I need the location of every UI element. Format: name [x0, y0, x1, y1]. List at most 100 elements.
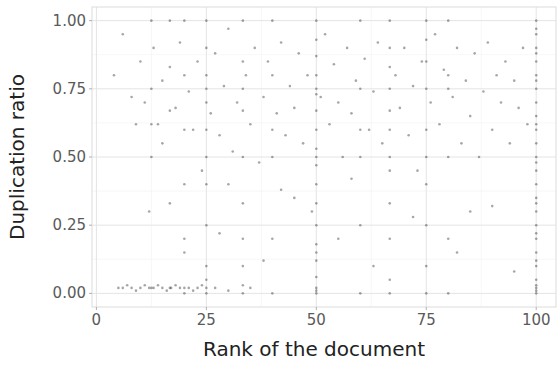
point: [192, 128, 195, 131]
tick-mark: [89, 225, 92, 226]
point: [183, 251, 186, 254]
tick-mark: [426, 307, 427, 310]
minor-grid-line: [92, 54, 556, 55]
point: [214, 287, 217, 290]
point: [205, 278, 208, 281]
point: [425, 60, 428, 63]
point: [388, 292, 391, 295]
point: [242, 60, 245, 63]
point: [447, 74, 450, 77]
point: [412, 216, 415, 219]
point: [487, 41, 490, 44]
point: [535, 47, 538, 50]
point: [126, 284, 129, 287]
point: [388, 238, 391, 241]
point: [161, 79, 164, 82]
point: [407, 134, 410, 137]
point: [169, 19, 172, 22]
point: [535, 289, 538, 292]
tick-mark: [89, 88, 92, 89]
point: [214, 52, 217, 55]
x-tick-label: 25: [197, 311, 216, 329]
point: [350, 112, 353, 115]
point: [242, 88, 245, 91]
point: [161, 142, 164, 145]
point: [183, 287, 186, 290]
point: [289, 85, 292, 88]
point: [143, 284, 146, 287]
grid-line: [92, 88, 556, 89]
point: [535, 28, 538, 31]
y-tick-label: 1.00: [53, 12, 86, 30]
point: [236, 101, 239, 104]
point: [183, 74, 186, 77]
grid-line: [316, 7, 317, 307]
grid-line: [92, 293, 556, 294]
point: [165, 289, 168, 292]
point: [150, 19, 153, 22]
point: [388, 47, 391, 50]
point: [183, 128, 186, 131]
y-tick-label: 0.75: [53, 80, 86, 98]
point: [311, 210, 314, 213]
point: [231, 150, 234, 153]
point: [183, 292, 186, 295]
tick-mark: [89, 157, 92, 158]
point: [535, 197, 538, 200]
point: [143, 101, 146, 104]
point: [242, 156, 245, 159]
point: [388, 66, 391, 69]
point: [509, 142, 512, 145]
point: [341, 156, 344, 159]
point: [293, 107, 296, 110]
tick-mark: [206, 307, 207, 310]
point: [315, 93, 318, 96]
grid: [92, 7, 556, 307]
point: [306, 74, 309, 77]
point: [205, 265, 208, 268]
point: [372, 265, 375, 268]
point: [447, 19, 450, 22]
point: [438, 123, 441, 126]
point: [425, 88, 428, 91]
point: [148, 210, 151, 213]
point: [271, 238, 274, 241]
point: [113, 74, 116, 77]
point: [135, 123, 138, 126]
point: [377, 41, 380, 44]
point: [271, 128, 274, 131]
point: [535, 169, 538, 172]
point: [157, 284, 160, 287]
point: [473, 52, 476, 55]
minor-grid-line: [151, 7, 152, 307]
tick-mark: [536, 307, 537, 310]
point: [139, 287, 142, 290]
point: [425, 128, 428, 131]
point: [526, 123, 529, 126]
point: [535, 183, 538, 186]
point: [495, 74, 498, 77]
point: [169, 109, 172, 112]
point: [174, 107, 177, 110]
point: [315, 289, 318, 292]
point: [315, 183, 318, 186]
point: [359, 128, 362, 131]
point: [434, 33, 437, 36]
point: [183, 238, 186, 241]
point: [399, 107, 402, 110]
y-tick-label: 0.50: [53, 148, 86, 166]
point: [517, 107, 520, 110]
point: [130, 96, 133, 99]
point: [491, 205, 494, 208]
point: [205, 19, 208, 22]
point: [368, 128, 371, 131]
point: [315, 243, 318, 246]
point: [315, 55, 318, 58]
point: [381, 142, 384, 145]
background: [0, 0, 560, 367]
point: [293, 197, 296, 200]
point: [337, 238, 340, 241]
points: [113, 19, 538, 294]
point: [388, 169, 391, 172]
point: [258, 161, 261, 164]
